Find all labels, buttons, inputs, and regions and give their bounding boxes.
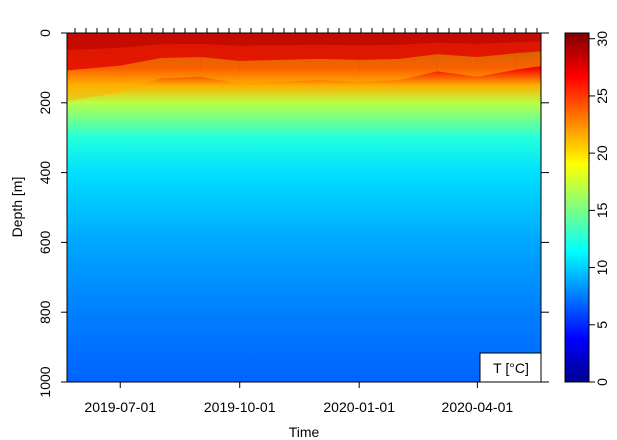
x-axis-label: Time: [289, 424, 320, 440]
y-tick-label: 0: [37, 29, 53, 37]
x-tick-label: 2019-07-01: [84, 399, 156, 415]
transition-band: [399, 54, 438, 81]
colorbar-tick-label: 10: [594, 260, 610, 276]
transition-band: [99, 65, 121, 96]
transition-band: [239, 59, 280, 84]
legend-box: T [°C]: [479, 352, 542, 383]
colorbar-tick-label: 30: [594, 31, 610, 47]
x-tick-label: 2019-10-01: [204, 399, 276, 415]
transition-band: [437, 54, 478, 77]
colorbar-tick-label: 25: [594, 88, 610, 104]
transition-band: [516, 51, 541, 70]
transition-band: [120, 57, 161, 93]
colorbar-ticks: 0 5 10 15 20 25 30: [589, 31, 610, 386]
x-axis: 2019-07-01 2019-10-01 2020-01-01 2020-04-01: [84, 382, 513, 415]
transition-band: [160, 56, 201, 79]
transition-band: [477, 53, 517, 77]
y-tick-label: 800: [37, 300, 53, 324]
transition-band: [200, 56, 240, 84]
y-tick-label: 200: [37, 91, 53, 115]
heatmap-stripes: [67, 51, 541, 102]
x-tick-label: 2020-01-01: [323, 399, 395, 415]
time-rug-ticks: [74, 28, 538, 33]
colorbar-tick-label: 20: [594, 145, 610, 161]
colorbar-tick-label: 5: [594, 321, 610, 329]
y-tick-label: 400: [37, 161, 53, 185]
plot-frame: [66, 32, 542, 383]
transition-band: [279, 58, 319, 82]
y-axis-right-ticks: [541, 32, 549, 383]
heatmap-area: [67, 33, 541, 382]
legend-label: T [°C]: [493, 360, 529, 376]
y-tick-label: 600: [37, 231, 53, 255]
heatmap-base: [67, 33, 541, 382]
x-tick-label: 2020-04-01: [442, 399, 514, 415]
y-axis: 0 200 400 600 800 1000: [37, 29, 67, 398]
y-axis-label: Depth [m]: [9, 177, 25, 238]
colorbar-tick-label: 15: [594, 202, 610, 218]
colorbar-gradient: [564, 32, 590, 383]
transition-band: [318, 58, 360, 82]
colorbar: 0 5 10 15 20 25 30: [564, 31, 610, 386]
colorbar-tick-label: 0: [594, 378, 610, 386]
transition-band: [359, 58, 400, 82]
transition-band: [67, 67, 100, 102]
y-tick-label: 1000: [37, 366, 53, 397]
hot-surface-core: [67, 33, 541, 50]
